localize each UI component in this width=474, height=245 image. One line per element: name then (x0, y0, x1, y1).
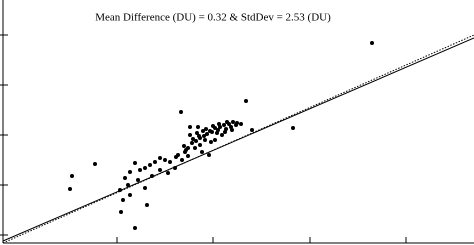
point (150, 174, 154, 178)
point (186, 154, 190, 158)
fit-line (2, 37, 474, 242)
point (188, 125, 192, 129)
point (179, 110, 183, 114)
point (205, 132, 209, 136)
point (239, 122, 243, 126)
point (223, 130, 227, 134)
point (118, 188, 122, 192)
point (234, 123, 238, 127)
point (207, 153, 211, 157)
point (213, 138, 217, 142)
point (168, 160, 172, 164)
point (201, 129, 205, 133)
point (209, 140, 213, 144)
point (210, 130, 214, 134)
point (217, 122, 221, 126)
point (193, 146, 197, 150)
point (250, 128, 254, 132)
point (163, 158, 167, 162)
point (190, 141, 194, 145)
point (68, 187, 72, 191)
point (194, 139, 198, 143)
point (153, 160, 157, 164)
point (119, 210, 123, 214)
point (123, 176, 127, 180)
point (200, 150, 204, 154)
point (244, 99, 248, 103)
point (202, 134, 206, 138)
point (136, 178, 140, 182)
point (158, 168, 162, 172)
fit-line (2, 34, 474, 244)
point (191, 137, 195, 141)
point (225, 120, 229, 124)
point (195, 131, 199, 135)
point (291, 126, 295, 130)
point (70, 174, 74, 178)
point (126, 183, 130, 187)
point (158, 156, 162, 160)
point (138, 168, 142, 172)
point (196, 125, 200, 129)
point (184, 148, 188, 152)
point (222, 123, 226, 127)
chart-title: Mean Difference (DU) = 0.32 & StdDev = 2… (95, 12, 331, 24)
point (173, 166, 177, 170)
point (166, 171, 170, 175)
point (176, 153, 180, 157)
point (230, 128, 234, 132)
point (188, 133, 192, 137)
point (215, 131, 219, 135)
point (121, 198, 125, 202)
point (133, 226, 137, 230)
point (231, 120, 235, 124)
point (220, 133, 224, 137)
point (145, 203, 149, 207)
point (197, 134, 201, 138)
point (128, 170, 132, 174)
point (143, 166, 147, 170)
point (180, 158, 184, 162)
point (198, 143, 202, 147)
point (211, 124, 215, 128)
point (143, 186, 147, 190)
point (148, 163, 152, 167)
point (182, 144, 186, 148)
point (204, 127, 208, 131)
point (203, 138, 207, 142)
point (370, 41, 374, 45)
point (133, 161, 137, 165)
point (128, 193, 132, 197)
point (93, 162, 97, 166)
